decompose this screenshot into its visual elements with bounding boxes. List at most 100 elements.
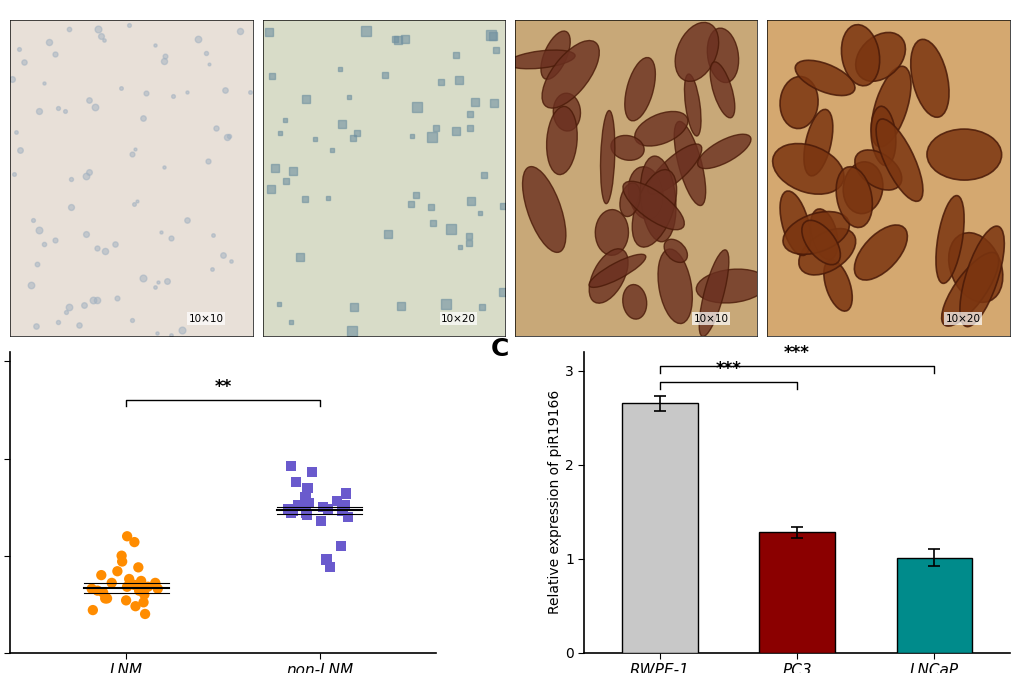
- Ellipse shape: [625, 57, 655, 121]
- Point: [104, 577, 120, 588]
- Point: [282, 507, 299, 518]
- Ellipse shape: [628, 167, 662, 219]
- Point: [113, 551, 129, 561]
- Point: [299, 483, 315, 493]
- Text: ***: ***: [715, 360, 741, 378]
- Ellipse shape: [855, 32, 905, 81]
- Ellipse shape: [798, 229, 855, 275]
- Point: [97, 593, 113, 604]
- Point: [298, 507, 314, 518]
- Ellipse shape: [841, 25, 878, 85]
- Ellipse shape: [698, 250, 729, 336]
- Point: [90, 586, 106, 596]
- Ellipse shape: [843, 162, 882, 213]
- Ellipse shape: [595, 209, 628, 255]
- Ellipse shape: [696, 269, 766, 303]
- Ellipse shape: [610, 135, 644, 160]
- Point: [95, 588, 111, 598]
- Point: [147, 577, 163, 588]
- Bar: [758, 532, 834, 653]
- Ellipse shape: [546, 106, 577, 174]
- Text: A: A: [10, 30, 30, 54]
- Text: ***: ***: [784, 344, 809, 362]
- Ellipse shape: [657, 249, 692, 324]
- Point: [283, 461, 300, 472]
- Point: [318, 554, 334, 565]
- Ellipse shape: [640, 156, 676, 242]
- Text: C: C: [490, 336, 508, 361]
- Ellipse shape: [709, 62, 734, 118]
- Y-axis label: Relative expression of piR19166: Relative expression of piR19166: [548, 390, 561, 614]
- Point: [332, 540, 348, 551]
- Point: [290, 500, 307, 511]
- Ellipse shape: [552, 93, 580, 131]
- Point: [85, 605, 101, 616]
- Ellipse shape: [675, 22, 718, 81]
- Ellipse shape: [875, 119, 922, 201]
- Point: [140, 581, 156, 592]
- Point: [125, 579, 142, 590]
- Point: [333, 502, 350, 513]
- Point: [132, 575, 149, 586]
- Point: [287, 476, 304, 487]
- Point: [297, 492, 313, 503]
- Ellipse shape: [706, 28, 738, 83]
- Point: [84, 583, 100, 594]
- Point: [119, 581, 136, 592]
- Point: [320, 503, 336, 514]
- Ellipse shape: [623, 285, 646, 319]
- Ellipse shape: [941, 252, 998, 326]
- Ellipse shape: [541, 40, 599, 108]
- Ellipse shape: [836, 167, 871, 227]
- Point: [299, 509, 315, 520]
- Point: [126, 536, 143, 547]
- Point: [279, 503, 296, 514]
- Ellipse shape: [634, 112, 687, 146]
- Point: [136, 597, 152, 608]
- Point: [130, 562, 147, 573]
- Point: [339, 511, 356, 522]
- Point: [137, 608, 153, 619]
- Ellipse shape: [620, 183, 640, 217]
- Ellipse shape: [854, 150, 901, 190]
- Ellipse shape: [959, 226, 1004, 326]
- Ellipse shape: [870, 66, 910, 147]
- Ellipse shape: [803, 110, 833, 176]
- Text: 10×20: 10×20: [945, 314, 979, 324]
- Ellipse shape: [783, 211, 849, 254]
- Bar: [896, 558, 971, 653]
- Text: **: **: [214, 378, 231, 396]
- Ellipse shape: [801, 220, 840, 264]
- Ellipse shape: [600, 110, 614, 204]
- Ellipse shape: [589, 249, 628, 304]
- Point: [137, 589, 153, 600]
- Point: [133, 579, 150, 590]
- Text: 10×20: 10×20: [440, 314, 476, 324]
- Ellipse shape: [663, 239, 687, 262]
- Ellipse shape: [780, 191, 810, 256]
- Ellipse shape: [771, 143, 843, 194]
- Text: PCa 1（Case1）: PCa 1（Case1）: [87, 0, 176, 1]
- Ellipse shape: [948, 233, 1002, 302]
- Point: [93, 570, 109, 581]
- Ellipse shape: [910, 39, 948, 117]
- Ellipse shape: [684, 74, 700, 136]
- Point: [119, 531, 136, 542]
- Text: 10×10: 10×10: [189, 314, 223, 324]
- Point: [337, 488, 354, 499]
- Ellipse shape: [697, 134, 750, 169]
- Point: [315, 502, 331, 513]
- Text: 10×10: 10×10: [693, 314, 728, 324]
- Ellipse shape: [674, 121, 705, 205]
- Point: [109, 566, 125, 577]
- Point: [304, 467, 320, 478]
- Ellipse shape: [823, 260, 852, 311]
- Ellipse shape: [870, 106, 895, 166]
- Text: Normal（Case2）: Normal（Case2）: [839, 0, 936, 1]
- Ellipse shape: [507, 50, 575, 69]
- Ellipse shape: [854, 225, 907, 280]
- Ellipse shape: [780, 77, 817, 129]
- Point: [334, 505, 351, 516]
- Point: [313, 516, 329, 526]
- Ellipse shape: [588, 254, 645, 287]
